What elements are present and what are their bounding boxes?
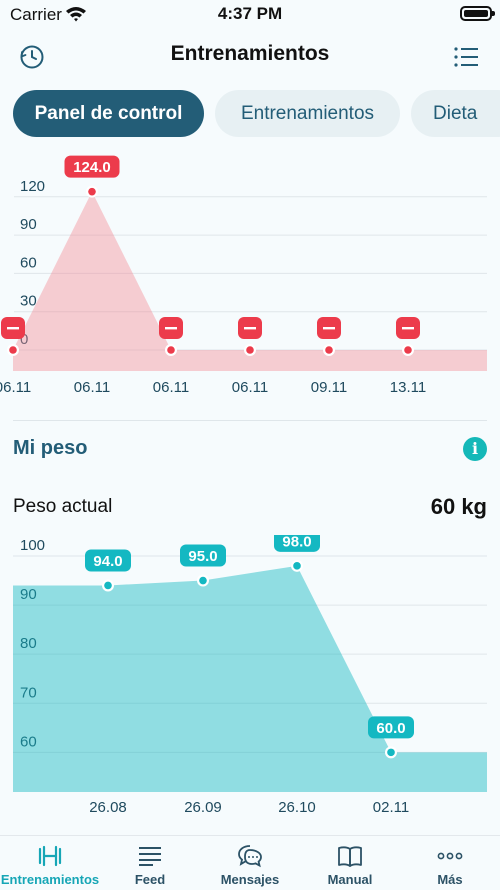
- bottom-tab-bar: Entrenamientos Feed Mensajes Manual: [0, 835, 500, 890]
- data-point[interactable]: [325, 346, 333, 354]
- chat-icon: [238, 845, 262, 868]
- tab-dieta[interactable]: Dieta: [411, 90, 500, 137]
- data-point[interactable]: [246, 346, 254, 354]
- minus-icon: [244, 327, 256, 330]
- section-divider: [13, 420, 487, 421]
- dumbbell-icon: [38, 845, 62, 867]
- data-label-badge: [64, 155, 120, 178]
- tab-entrenamientos[interactable]: Entrenamientos: [215, 90, 400, 137]
- x-tick-label: 13.11: [390, 379, 426, 396]
- data-label: 95.0: [188, 548, 217, 565]
- data-label: 124.0: [73, 159, 111, 176]
- data-label-badge: [85, 549, 131, 572]
- data-point[interactable]: [104, 581, 112, 590]
- tabbar-item-feed[interactable]: Feed: [100, 836, 200, 890]
- y-tick-label: 70: [20, 684, 37, 701]
- y-tick-label: 120: [20, 178, 45, 195]
- y-tick-label: 80: [20, 635, 37, 652]
- data-point[interactable]: [9, 346, 17, 354]
- x-tick-label: 26.08: [89, 799, 127, 816]
- tabbar-label: Entrenamientos: [0, 872, 100, 887]
- tabbar-item-mensajes[interactable]: Mensajes: [200, 836, 300, 890]
- current-weight-value: 60 kg: [430, 494, 487, 519]
- training-chart: 120 90 60 30 0 06.11 06.11 06.11 06.11 09.11 13.11…: [0, 155, 487, 396]
- tabbar-label: Más: [437, 872, 463, 887]
- data-label-badge: [180, 544, 226, 567]
- y-tick-label: 30: [20, 293, 37, 310]
- data-point[interactable]: [293, 562, 301, 570]
- series-area: [13, 565, 487, 792]
- tabbar-item-mas[interactable]: Más: [400, 836, 500, 890]
- x-tick-label: 26.09: [184, 799, 222, 816]
- status-bar: Carrier 4:37 PM: [0, 0, 500, 30]
- x-tick-label: 06.11: [74, 379, 110, 396]
- data-label: 98.0: [282, 535, 311, 550]
- more-icon: [437, 852, 463, 860]
- tabbar-label: Mensajes: [220, 872, 280, 887]
- navigation-bar: Entrenamientos: [0, 36, 500, 76]
- tabbar-label: Manual: [327, 872, 373, 887]
- y-tick-label: 90: [20, 216, 37, 233]
- carrier-label: Carrier: [10, 5, 62, 24]
- y-tick-label: 60: [20, 733, 37, 750]
- page-title: Entrenamientos: [170, 42, 330, 65]
- book-icon: [338, 846, 362, 867]
- data-point[interactable]: [167, 346, 175, 354]
- x-tick-label: 06.11: [232, 379, 268, 396]
- y-tick-label: 100: [20, 537, 45, 554]
- tabbar-label: Feed: [134, 872, 166, 887]
- data-point[interactable]: [199, 576, 207, 585]
- data-label-badge: [274, 535, 320, 552]
- data-label-badge: [368, 716, 414, 739]
- info-icon[interactable]: i: [463, 437, 487, 461]
- clock: 4:37 PM: [217, 4, 283, 23]
- weight-chart: 100 90 80 70 60 26.08 26.09 26.10 02.11 94.0 95.0 9…: [13, 535, 487, 816]
- data-point[interactable]: [404, 346, 412, 354]
- history-clock-icon[interactable]: [18, 43, 46, 71]
- tabbar-item-entrenamientos[interactable]: Entrenamientos: [0, 836, 100, 890]
- feed-icon: [139, 847, 161, 866]
- tab-panel-de-control[interactable]: Panel de control: [13, 90, 204, 137]
- data-point[interactable]: [387, 748, 395, 757]
- x-tick-label: 06.11: [0, 379, 31, 396]
- y-tick-label: 60: [20, 254, 37, 271]
- y-tick-label: 90: [20, 586, 37, 603]
- minus-icon: [165, 327, 177, 330]
- minus-icon: [323, 327, 335, 330]
- list-menu-icon[interactable]: [452, 44, 480, 70]
- minus-icon: [402, 327, 414, 330]
- data-label: 60.0: [376, 720, 405, 737]
- x-tick-label: 06.11: [153, 379, 189, 396]
- minus-icon: [7, 327, 19, 330]
- series-area: [13, 191, 487, 371]
- x-tick-label: 09.11: [311, 379, 347, 396]
- battery-icon: [460, 6, 495, 21]
- current-weight-label: Peso actual: [13, 496, 113, 517]
- tabbar-item-manual[interactable]: Manual: [300, 836, 400, 890]
- weight-section-title: Mi peso: [13, 437, 88, 459]
- x-tick-label: 02.11: [373, 799, 409, 816]
- x-tick-label: 26.10: [278, 799, 316, 816]
- y-tick-label: 0: [20, 331, 28, 348]
- wifi-icon: [66, 7, 86, 22]
- data-point[interactable]: [88, 187, 96, 196]
- data-label: 94.0: [93, 553, 122, 570]
- segment-tabs: Panel de control Entrenamientos Dieta: [13, 90, 500, 137]
